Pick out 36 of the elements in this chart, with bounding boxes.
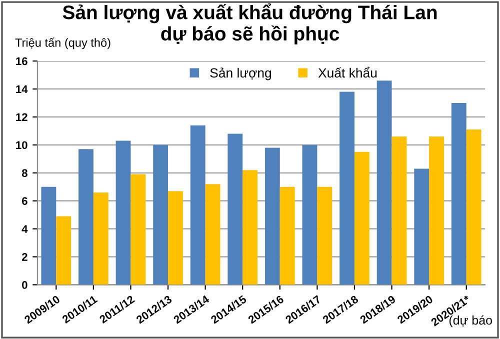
bar: [414, 168, 430, 285]
bar: [264, 148, 280, 285]
y-tick-label: 12: [16, 113, 28, 121]
bar: [392, 136, 407, 285]
bar: [130, 174, 146, 285]
legend-label: Xuất khẩu: [318, 66, 377, 78]
bar: [93, 192, 108, 285]
bar: [340, 92, 354, 285]
y-tick-label: 2: [22, 253, 28, 261]
bar: [429, 136, 444, 285]
y-axis-title: Triệu tấn (quy thô): [15, 38, 110, 50]
y-tick-label: 0: [22, 281, 28, 289]
bar: [56, 216, 72, 285]
bar: [302, 144, 318, 285]
bar: [205, 184, 220, 285]
y-tick-label: 4: [22, 225, 28, 233]
y-tick-label: 14: [16, 85, 28, 94]
bar: [242, 170, 258, 285]
bar: [451, 102, 466, 285]
bar: [354, 152, 370, 285]
y-tick-label: 8: [22, 169, 28, 178]
legend-label: Sản lượng: [210, 68, 271, 80]
bar: [190, 125, 206, 285]
bar: [466, 130, 482, 285]
y-tick-label: 6: [22, 197, 28, 205]
bar: [116, 140, 131, 285]
bar: [168, 191, 183, 285]
bar: [228, 134, 243, 285]
y-tick-label: 10: [16, 141, 28, 150]
bar: [280, 186, 295, 285]
bar: [317, 186, 332, 285]
bar: [78, 149, 94, 285]
bar: [41, 186, 56, 285]
bar: [153, 144, 168, 285]
y-tick-label: 16: [16, 57, 28, 66]
bar: [376, 80, 392, 285]
